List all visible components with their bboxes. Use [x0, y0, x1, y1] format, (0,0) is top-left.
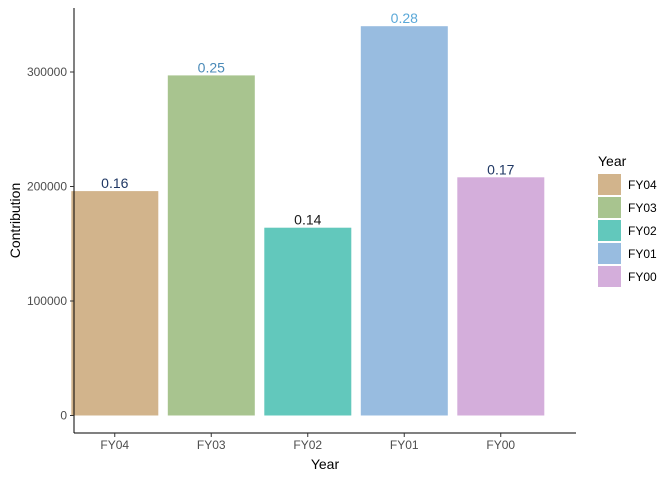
y-tick-label: 200000 — [27, 180, 67, 194]
data-label-fy01: 0.28 — [391, 10, 418, 26]
legend-label-fy02: FY02 — [628, 224, 657, 238]
x-ticks-group: FY04 FY03 FY02 FY01 FY00 — [100, 433, 515, 452]
y-axis-title: Contribution — [7, 183, 23, 259]
legend-label-fy04: FY04 — [628, 178, 657, 192]
x-tick-label: FY04 — [100, 438, 129, 452]
legend-swatch-fy04 — [598, 174, 621, 195]
legend-swatch-fy02 — [598, 220, 621, 241]
bars-group — [71, 26, 545, 416]
y-tick-label: 0 — [60, 409, 67, 423]
legend-swatch-fy00 — [598, 266, 621, 287]
data-label-fy00: 0.17 — [487, 161, 514, 177]
legend-swatch-fy01 — [598, 243, 621, 264]
axes-group — [73, 8, 576, 434]
y-tick-label: 100000 — [27, 294, 67, 308]
data-labels-group: 0.16 0.25 0.14 0.28 0.17 — [101, 10, 514, 228]
data-label-fy03: 0.25 — [198, 59, 225, 75]
legend-label-fy01: FY01 — [628, 247, 657, 261]
bar-fy02 — [264, 227, 352, 416]
bar-fy00 — [457, 177, 545, 416]
data-label-fy02: 0.14 — [294, 212, 321, 228]
x-axis-title: Year — [311, 456, 340, 472]
legend-label-fy03: FY03 — [628, 201, 657, 215]
bar-fy04 — [71, 191, 159, 416]
legend-swatch-fy03 — [598, 197, 621, 218]
x-tick-label: FY00 — [486, 438, 515, 452]
y-ticks-group: 0 100000 200000 300000 — [27, 65, 74, 423]
data-label-fy04: 0.16 — [101, 175, 128, 191]
x-tick-label: FY01 — [390, 438, 419, 452]
bar-fy01 — [360, 26, 448, 416]
y-tick-label: 300000 — [27, 65, 67, 79]
legend: Year FY04 FY03 FY02 FY01 FY00 — [598, 153, 657, 287]
legend-title: Year — [598, 153, 627, 169]
x-tick-label: FY03 — [197, 438, 226, 452]
x-tick-label: FY02 — [293, 438, 322, 452]
bar-fy03 — [167, 75, 255, 416]
legend-label-fy00: FY00 — [628, 270, 657, 284]
